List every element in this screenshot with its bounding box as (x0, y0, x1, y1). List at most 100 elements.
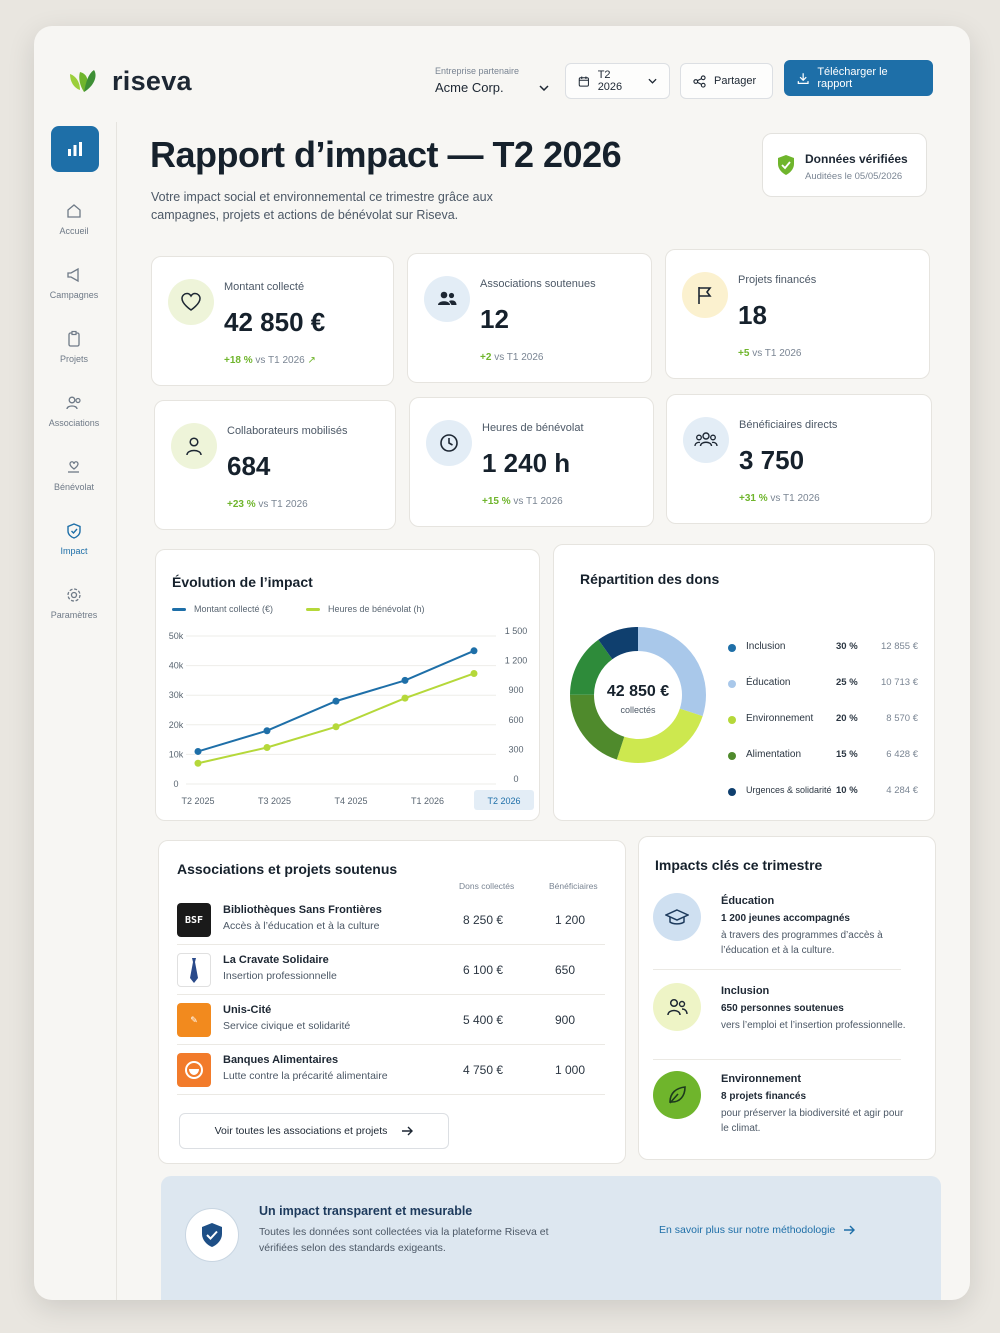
sidebar-item-parametres[interactable]: Paramètres (34, 586, 114, 620)
impact-headline: 1 200 jeunes accompagnés (721, 913, 850, 924)
sidebar-item-benevolat[interactable]: Bénévolat (34, 458, 114, 492)
sidebar-item-associations[interactable]: Associations (34, 394, 114, 428)
row-benef: 1 000 (555, 1063, 586, 1077)
impact-headline: 8 projets financés (721, 1091, 807, 1102)
x-tick-label: T1 2026 (411, 796, 444, 806)
legend-dot (728, 716, 736, 724)
stat-label: Montant collecté (224, 281, 305, 293)
legend-label: Montant collecté (€) (194, 604, 274, 614)
x-tick-label: T2 2025 (181, 796, 214, 806)
see-all-label: Voir toutes les associations et projets (214, 1125, 388, 1137)
bar-chart-icon (68, 142, 82, 156)
stat-label: Heures de bénévolat (482, 422, 584, 434)
legend-label: Urgences & solidarité (746, 785, 832, 795)
sidebar-item-impact[interactable]: Impact (34, 522, 114, 556)
share-button[interactable]: Partager (680, 63, 773, 99)
legend-label: Environnement (746, 713, 814, 724)
impact-title: Éducation (721, 895, 775, 907)
chevron-down-icon (539, 84, 549, 91)
hand-heart-icon (68, 461, 79, 473)
calendar-icon (578, 75, 589, 87)
gear-icon (67, 588, 81, 602)
stat-label: Projets financés (738, 274, 817, 286)
stat-delta: +31 % vs T1 2026 (739, 493, 820, 504)
sidebar-item-label: Campagnes (49, 290, 99, 300)
legend-heures: Heures de bénévolat (h) (306, 604, 425, 614)
delta-compare: vs T1 2026 (255, 355, 305, 366)
table-row[interactable]: BSF Bibliothèques Sans Frontières Accès … (177, 895, 605, 945)
sidebar-item-campagnes[interactable]: Campagnes (34, 266, 114, 300)
impact-title: Inclusion (721, 985, 770, 997)
stat-delta: +5 vs T1 2026 (738, 348, 801, 359)
shield-check-icon (202, 1223, 222, 1247)
data-point (263, 727, 271, 735)
users-icon (66, 396, 81, 410)
row-desc: Service civique et solidarité (223, 1020, 351, 1032)
sidebar-item-projets[interactable]: Projets (34, 330, 114, 364)
stat-value: 12 (480, 304, 509, 334)
evolution-chart-card: Évolution de l’impact Montant collecté (… (155, 549, 540, 821)
data-point (194, 747, 202, 755)
methodology-link-label: En savoir plus sur notre méthodologie (659, 1224, 836, 1236)
donations-title: Répartition des dons (580, 571, 720, 587)
y-left-tick-label: 30k (169, 690, 184, 700)
y-right-tick-label: 1 200 (505, 656, 528, 666)
unis-cite-logo: ✎ (177, 1003, 211, 1037)
stat-card-collaborateurs: Collaborateurs mobilisés 684 +23 % vs T1… (154, 400, 396, 530)
legend-dot (728, 788, 736, 796)
legend-swatch (172, 607, 186, 611)
partner-selector[interactable]: Entreprise partenaire Acme Corp. (435, 66, 549, 95)
stat-card-heures: Heures de bénévolat 1 240 h +15 % vs T1 … (409, 397, 654, 527)
x-tick-label: T4 2025 (334, 796, 367, 806)
legend-label: Alimentation (746, 749, 802, 760)
legend-row: Alimentation 15 % 6 428 € (728, 749, 918, 763)
stat-value: 684 (227, 451, 271, 481)
data-point (470, 669, 478, 677)
table-row[interactable]: Banques Alimentaires Lutte contre la pré… (177, 1045, 605, 1095)
legend-amount: 10 713 € (881, 677, 918, 688)
stat-delta: +15 % vs T1 2026 (482, 496, 563, 507)
row-benef: 900 (555, 1013, 576, 1027)
y-left-tick-label: 40k (169, 661, 184, 671)
table-row[interactable]: ✎ Unis-Cité Service civique et solidarit… (177, 995, 605, 1045)
legend-swatch (306, 607, 320, 611)
partner-value: Acme Corp. (435, 80, 504, 95)
y-right-tick-label: 0 (513, 774, 518, 784)
users-icon (438, 291, 457, 305)
flag-icon (698, 287, 712, 304)
see-all-associations-button[interactable]: Voir toutes les associations et projets (179, 1113, 449, 1149)
donut-center: 42 850 € collectés (596, 683, 680, 715)
stat-label: Collaborateurs mobilisés (227, 425, 348, 437)
megaphone-icon (67, 267, 79, 283)
legend-dot (728, 752, 736, 760)
home-icon (67, 204, 81, 218)
arrow-up-right-icon: ↗ (307, 355, 316, 366)
donut-slice (570, 627, 706, 763)
food-bank-logo-icon (177, 1053, 211, 1087)
methodology-link[interactable]: En savoir plus sur notre méthodologie (659, 1224, 856, 1236)
share-icon (693, 74, 706, 88)
sidebar-item-accueil[interactable]: Accueil (34, 202, 114, 236)
heart-icon (181, 292, 201, 311)
y-right-tick-label: 900 (508, 685, 523, 695)
period-selector[interactable]: T2 2026 (565, 63, 670, 99)
transparency-banner: Un impact transparent et mesurable Toute… (161, 1176, 941, 1300)
stat-label: Associations soutenues (480, 278, 596, 290)
graduation-cap-icon (665, 909, 689, 925)
legend-percent: 15 % (836, 749, 858, 760)
stat-delta: +18 % vs T1 2026 ↗ (224, 355, 316, 366)
download-report-button[interactable]: Télécharger le rapport (784, 60, 933, 96)
delta-value: +23 % (227, 499, 256, 510)
page-title: Rapport d’impact — T2 2026 (150, 134, 622, 175)
shield-check-icon (778, 155, 794, 175)
impact-headline: 650 personnes soutenues (721, 1003, 844, 1014)
legend-percent: 30 % (836, 641, 858, 652)
dashboard-home-button[interactable] (51, 126, 99, 172)
row-desc: Accès à l’éducation et à la culture (223, 920, 380, 932)
row-desc: Insertion professionnelle (223, 970, 337, 982)
donations-donut-chart (570, 627, 706, 763)
download-icon (797, 72, 809, 84)
table-row[interactable]: La Cravate Solidaire Insertion professio… (177, 945, 605, 995)
brand-logo[interactable]: riseva (66, 66, 192, 97)
legend-montant: Montant collecté (€) (172, 604, 273, 614)
